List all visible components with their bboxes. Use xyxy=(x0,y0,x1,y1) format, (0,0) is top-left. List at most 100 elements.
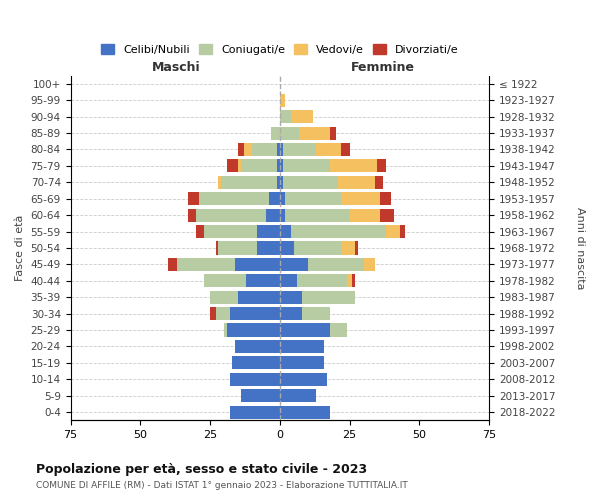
Bar xyxy=(364,258,374,271)
Bar xyxy=(280,126,299,140)
Bar xyxy=(280,406,330,418)
Bar xyxy=(374,176,383,189)
Bar xyxy=(227,160,238,172)
Bar xyxy=(291,225,386,238)
Bar xyxy=(280,176,283,189)
Bar xyxy=(286,192,341,205)
Bar xyxy=(277,143,280,156)
Bar xyxy=(205,274,247,287)
Bar xyxy=(316,143,341,156)
Bar xyxy=(280,192,286,205)
Bar xyxy=(400,225,406,238)
Bar xyxy=(338,176,374,189)
Text: Femmine: Femmine xyxy=(351,60,415,74)
Bar xyxy=(280,225,291,238)
Bar xyxy=(230,307,280,320)
Bar xyxy=(280,274,296,287)
Y-axis label: Fasce di età: Fasce di età xyxy=(15,215,25,281)
Bar xyxy=(330,126,335,140)
Bar xyxy=(168,258,176,271)
Bar xyxy=(280,356,325,370)
Bar xyxy=(299,126,330,140)
Bar xyxy=(199,192,269,205)
Bar xyxy=(277,176,280,189)
Bar xyxy=(241,160,277,172)
Bar xyxy=(238,160,241,172)
Bar xyxy=(257,225,280,238)
Bar xyxy=(280,258,308,271)
Bar xyxy=(296,274,347,287)
Bar xyxy=(230,406,280,418)
Bar xyxy=(238,290,280,304)
Bar xyxy=(280,143,283,156)
Bar xyxy=(221,176,277,189)
Bar xyxy=(277,160,280,172)
Bar xyxy=(227,324,280,336)
Bar xyxy=(377,160,386,172)
Bar xyxy=(280,307,302,320)
Bar xyxy=(218,242,257,254)
Y-axis label: Anni di nascita: Anni di nascita xyxy=(575,206,585,289)
Bar xyxy=(196,208,266,222)
Legend: Celibi/Nubili, Coniugati/e, Vedovi/e, Divorziati/e: Celibi/Nubili, Coniugati/e, Vedovi/e, Di… xyxy=(97,40,463,60)
Bar xyxy=(280,160,283,172)
Bar xyxy=(215,307,230,320)
Bar xyxy=(341,143,350,156)
Bar xyxy=(252,143,277,156)
Bar xyxy=(280,242,294,254)
Bar xyxy=(188,208,196,222)
Bar xyxy=(241,389,280,402)
Bar xyxy=(232,356,280,370)
Bar xyxy=(235,340,280,353)
Bar xyxy=(218,176,221,189)
Bar xyxy=(291,110,313,123)
Bar xyxy=(280,389,316,402)
Bar xyxy=(330,160,377,172)
Bar xyxy=(210,290,238,304)
Bar xyxy=(224,324,227,336)
Bar xyxy=(280,110,291,123)
Bar xyxy=(257,242,280,254)
Bar xyxy=(269,192,280,205)
Bar xyxy=(302,290,355,304)
Bar xyxy=(176,258,235,271)
Bar xyxy=(283,160,330,172)
Bar xyxy=(308,258,364,271)
Bar xyxy=(283,143,316,156)
Bar xyxy=(230,372,280,386)
Bar xyxy=(330,324,347,336)
Bar xyxy=(380,208,394,222)
Bar xyxy=(350,208,380,222)
Bar xyxy=(238,143,244,156)
Text: Maschi: Maschi xyxy=(152,60,201,74)
Bar xyxy=(188,192,199,205)
Bar xyxy=(280,372,327,386)
Text: COMUNE DI AFFILE (RM) - Dati ISTAT 1° gennaio 2023 - Elaborazione TUTTITALIA.IT: COMUNE DI AFFILE (RM) - Dati ISTAT 1° ge… xyxy=(36,480,408,490)
Bar xyxy=(244,143,252,156)
Bar xyxy=(210,307,215,320)
Bar xyxy=(280,208,286,222)
Bar xyxy=(302,307,330,320)
Bar xyxy=(386,225,400,238)
Bar xyxy=(352,274,355,287)
Bar xyxy=(347,274,352,287)
Bar xyxy=(341,192,380,205)
Bar xyxy=(294,242,341,254)
Bar xyxy=(235,258,280,271)
Bar xyxy=(196,225,205,238)
Bar xyxy=(355,242,358,254)
Bar xyxy=(280,94,286,107)
Text: Popolazione per età, sesso e stato civile - 2023: Popolazione per età, sesso e stato civil… xyxy=(36,462,367,475)
Bar xyxy=(280,340,325,353)
Bar xyxy=(280,324,330,336)
Bar xyxy=(380,192,391,205)
Bar xyxy=(283,176,338,189)
Bar xyxy=(215,242,218,254)
Bar xyxy=(341,242,355,254)
Bar xyxy=(247,274,280,287)
Bar xyxy=(266,208,280,222)
Bar xyxy=(205,225,257,238)
Bar xyxy=(286,208,350,222)
Bar xyxy=(280,290,302,304)
Bar xyxy=(271,126,280,140)
